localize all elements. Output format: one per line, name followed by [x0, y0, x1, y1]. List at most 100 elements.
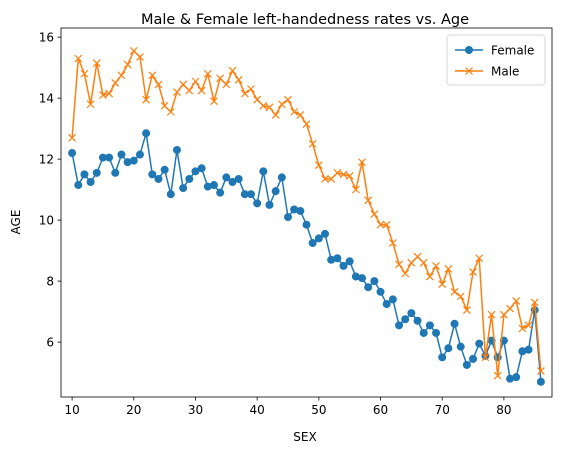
y-tick-label: 6	[46, 335, 54, 349]
male-point	[271, 110, 280, 119]
female-point	[209, 181, 218, 190]
female-point	[475, 339, 484, 348]
male-point	[290, 107, 299, 116]
female-point	[425, 321, 434, 330]
male-point	[401, 269, 410, 278]
male-point	[142, 95, 151, 104]
female-point	[191, 167, 200, 176]
female-point	[308, 238, 317, 247]
male-point	[506, 304, 514, 313]
male-point	[179, 80, 188, 89]
male-point	[413, 252, 422, 261]
female-point	[234, 174, 243, 183]
female-point	[277, 173, 286, 182]
male-point	[419, 258, 428, 267]
female-point	[536, 377, 545, 386]
female-point	[462, 360, 471, 369]
female-point	[518, 347, 527, 356]
male-point	[314, 161, 323, 170]
female-point	[401, 315, 410, 324]
female-point	[333, 254, 342, 263]
male-point	[524, 321, 533, 330]
x-tick-label: 40	[250, 403, 265, 417]
x-tick-label: 10	[64, 403, 79, 417]
male-point	[462, 306, 471, 315]
male-point	[74, 54, 83, 63]
female-point	[246, 190, 255, 199]
female-point	[135, 150, 144, 159]
legend-marker-x	[465, 67, 473, 75]
male-point	[240, 89, 249, 98]
male-point	[129, 46, 138, 55]
female-point	[302, 220, 311, 229]
female-point	[179, 184, 188, 193]
male-point	[86, 100, 95, 109]
female-point	[370, 277, 379, 286]
male-point	[234, 75, 243, 84]
female-point	[382, 299, 391, 308]
male-point	[339, 170, 348, 179]
female-point	[395, 321, 404, 330]
female-point	[339, 261, 348, 270]
male-point	[364, 196, 373, 205]
male-point	[247, 85, 255, 93]
male-point	[259, 101, 268, 110]
male-point	[469, 268, 477, 276]
female-point	[111, 168, 120, 177]
female-point	[117, 150, 126, 159]
male-point	[456, 292, 465, 301]
male-point	[376, 220, 385, 229]
female-point	[166, 190, 175, 199]
female-point	[86, 178, 95, 187]
female-point	[456, 342, 465, 351]
x-axis: 10 20 30 40 50 60 70 80	[64, 397, 512, 417]
male-point	[166, 107, 175, 116]
series-female	[68, 129, 545, 386]
female-point	[160, 165, 169, 174]
male-point	[197, 86, 206, 95]
female-point	[203, 182, 212, 191]
female-point	[283, 213, 292, 222]
male-point	[444, 264, 453, 273]
x-axis-label: SEX	[293, 430, 316, 444]
female-point	[172, 145, 181, 154]
female-point	[105, 153, 114, 162]
male-point	[382, 220, 391, 229]
male-point	[358, 158, 366, 167]
female-point	[327, 255, 336, 264]
female-point	[228, 178, 237, 187]
female-point	[290, 205, 299, 214]
male-point	[302, 120, 311, 128]
female-point	[271, 187, 280, 196]
legend-entry-male: Male	[455, 64, 519, 78]
chart-title: Male & Female left-handedness rates vs. …	[141, 12, 469, 28]
male-point	[253, 95, 262, 104]
y-tick-label: 10	[39, 213, 54, 227]
male-point	[185, 86, 194, 95]
y-tick-label: 16	[39, 30, 54, 44]
male-point	[388, 239, 397, 247]
legend-label-female: Female	[491, 43, 534, 57]
female-point	[314, 234, 323, 243]
x-tick-label: 30	[188, 403, 203, 417]
male-point	[160, 101, 169, 110]
male-point	[475, 254, 484, 263]
male-point	[438, 280, 447, 289]
male-point	[117, 71, 126, 80]
female-point	[74, 181, 83, 190]
male-point	[136, 53, 144, 61]
female-point	[345, 257, 354, 266]
female-point	[129, 156, 138, 165]
female-point	[438, 353, 447, 362]
female-point	[388, 295, 397, 304]
male-point	[284, 95, 292, 104]
male-point	[487, 310, 496, 319]
male-point	[154, 80, 163, 89]
male-point	[493, 371, 502, 380]
female-point	[321, 229, 330, 238]
female-point	[413, 316, 422, 325]
male-point	[123, 60, 132, 69]
female-point	[296, 206, 305, 215]
female-point	[253, 199, 262, 208]
